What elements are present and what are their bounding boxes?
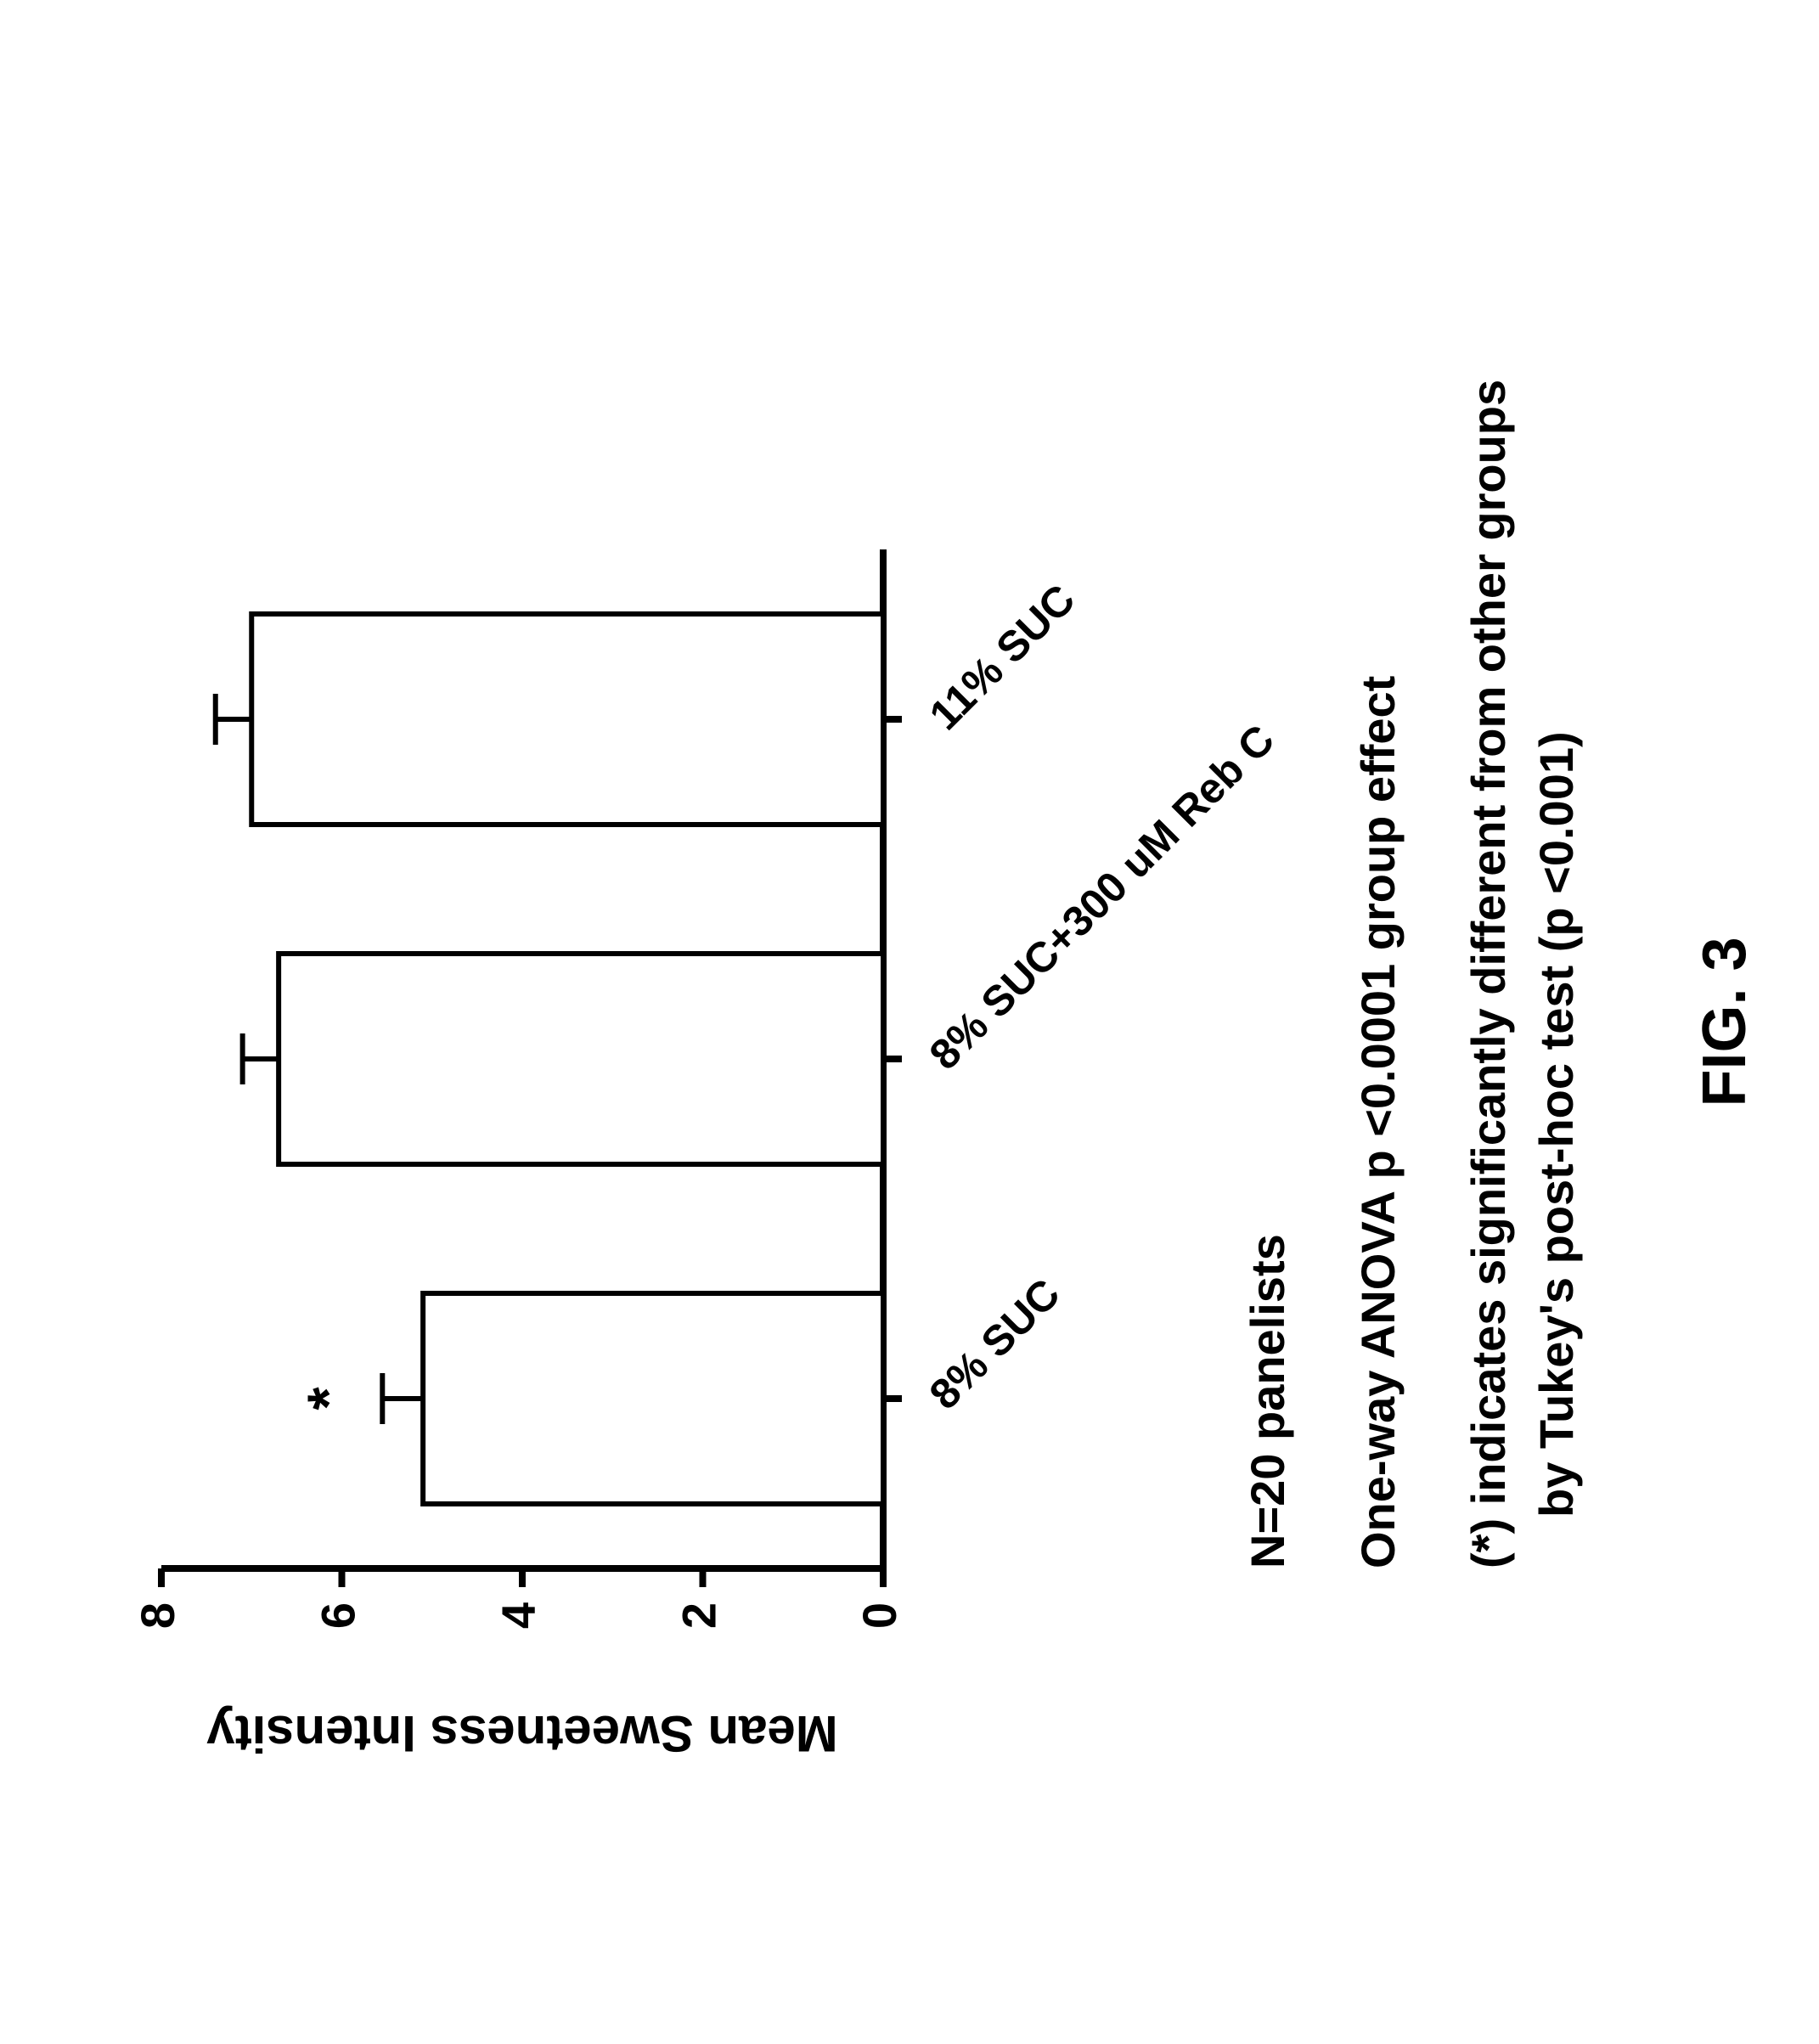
y-tick-label: 4 <box>492 1602 545 1629</box>
category-label: 8% SUC+300 uM Reb C <box>921 716 1284 1079</box>
figure-label: FIG. 3 <box>1690 0 1760 2044</box>
notes-line-2: One-way ANOVA p <0.0001 group effect <box>1350 676 1405 1568</box>
bar <box>423 1293 883 1504</box>
category-label: 8% SUC <box>921 1270 1069 1418</box>
y-tick-label: 8 <box>131 1602 184 1629</box>
bar <box>279 954 883 1164</box>
y-axis-label: Mean Sweetness Intensity <box>206 1705 838 1762</box>
bar <box>251 614 883 825</box>
y-tick-label: 2 <box>672 1602 725 1629</box>
notes-line-3b: by Tukey's post-hoc test (p <0.001) <box>1529 731 1584 1518</box>
y-tick-label: 0 <box>853 1602 906 1629</box>
notes-line-3a: (*) indicates significantly different fr… <box>1461 380 1516 1568</box>
y-tick-label: 6 <box>311 1602 364 1629</box>
significance-marker: * <box>295 1387 361 1411</box>
notes-line-1: N=20 panelists <box>1240 1234 1295 1568</box>
category-label: 11% SUC <box>921 575 1084 739</box>
